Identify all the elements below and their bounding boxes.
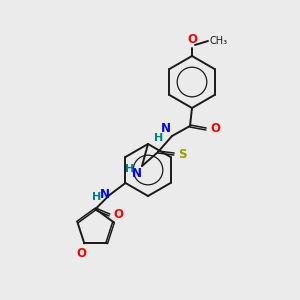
Text: O: O bbox=[187, 33, 197, 46]
Text: O: O bbox=[76, 248, 86, 260]
Text: H: H bbox=[92, 192, 101, 202]
Text: H: H bbox=[154, 133, 163, 143]
Text: N: N bbox=[132, 167, 142, 180]
Text: O: O bbox=[113, 208, 124, 221]
Text: N: N bbox=[161, 122, 171, 135]
Text: S: S bbox=[178, 148, 187, 160]
Text: H: H bbox=[125, 164, 134, 174]
Text: O: O bbox=[210, 122, 220, 136]
Text: N: N bbox=[100, 188, 110, 202]
Text: CH₃: CH₃ bbox=[210, 36, 228, 46]
